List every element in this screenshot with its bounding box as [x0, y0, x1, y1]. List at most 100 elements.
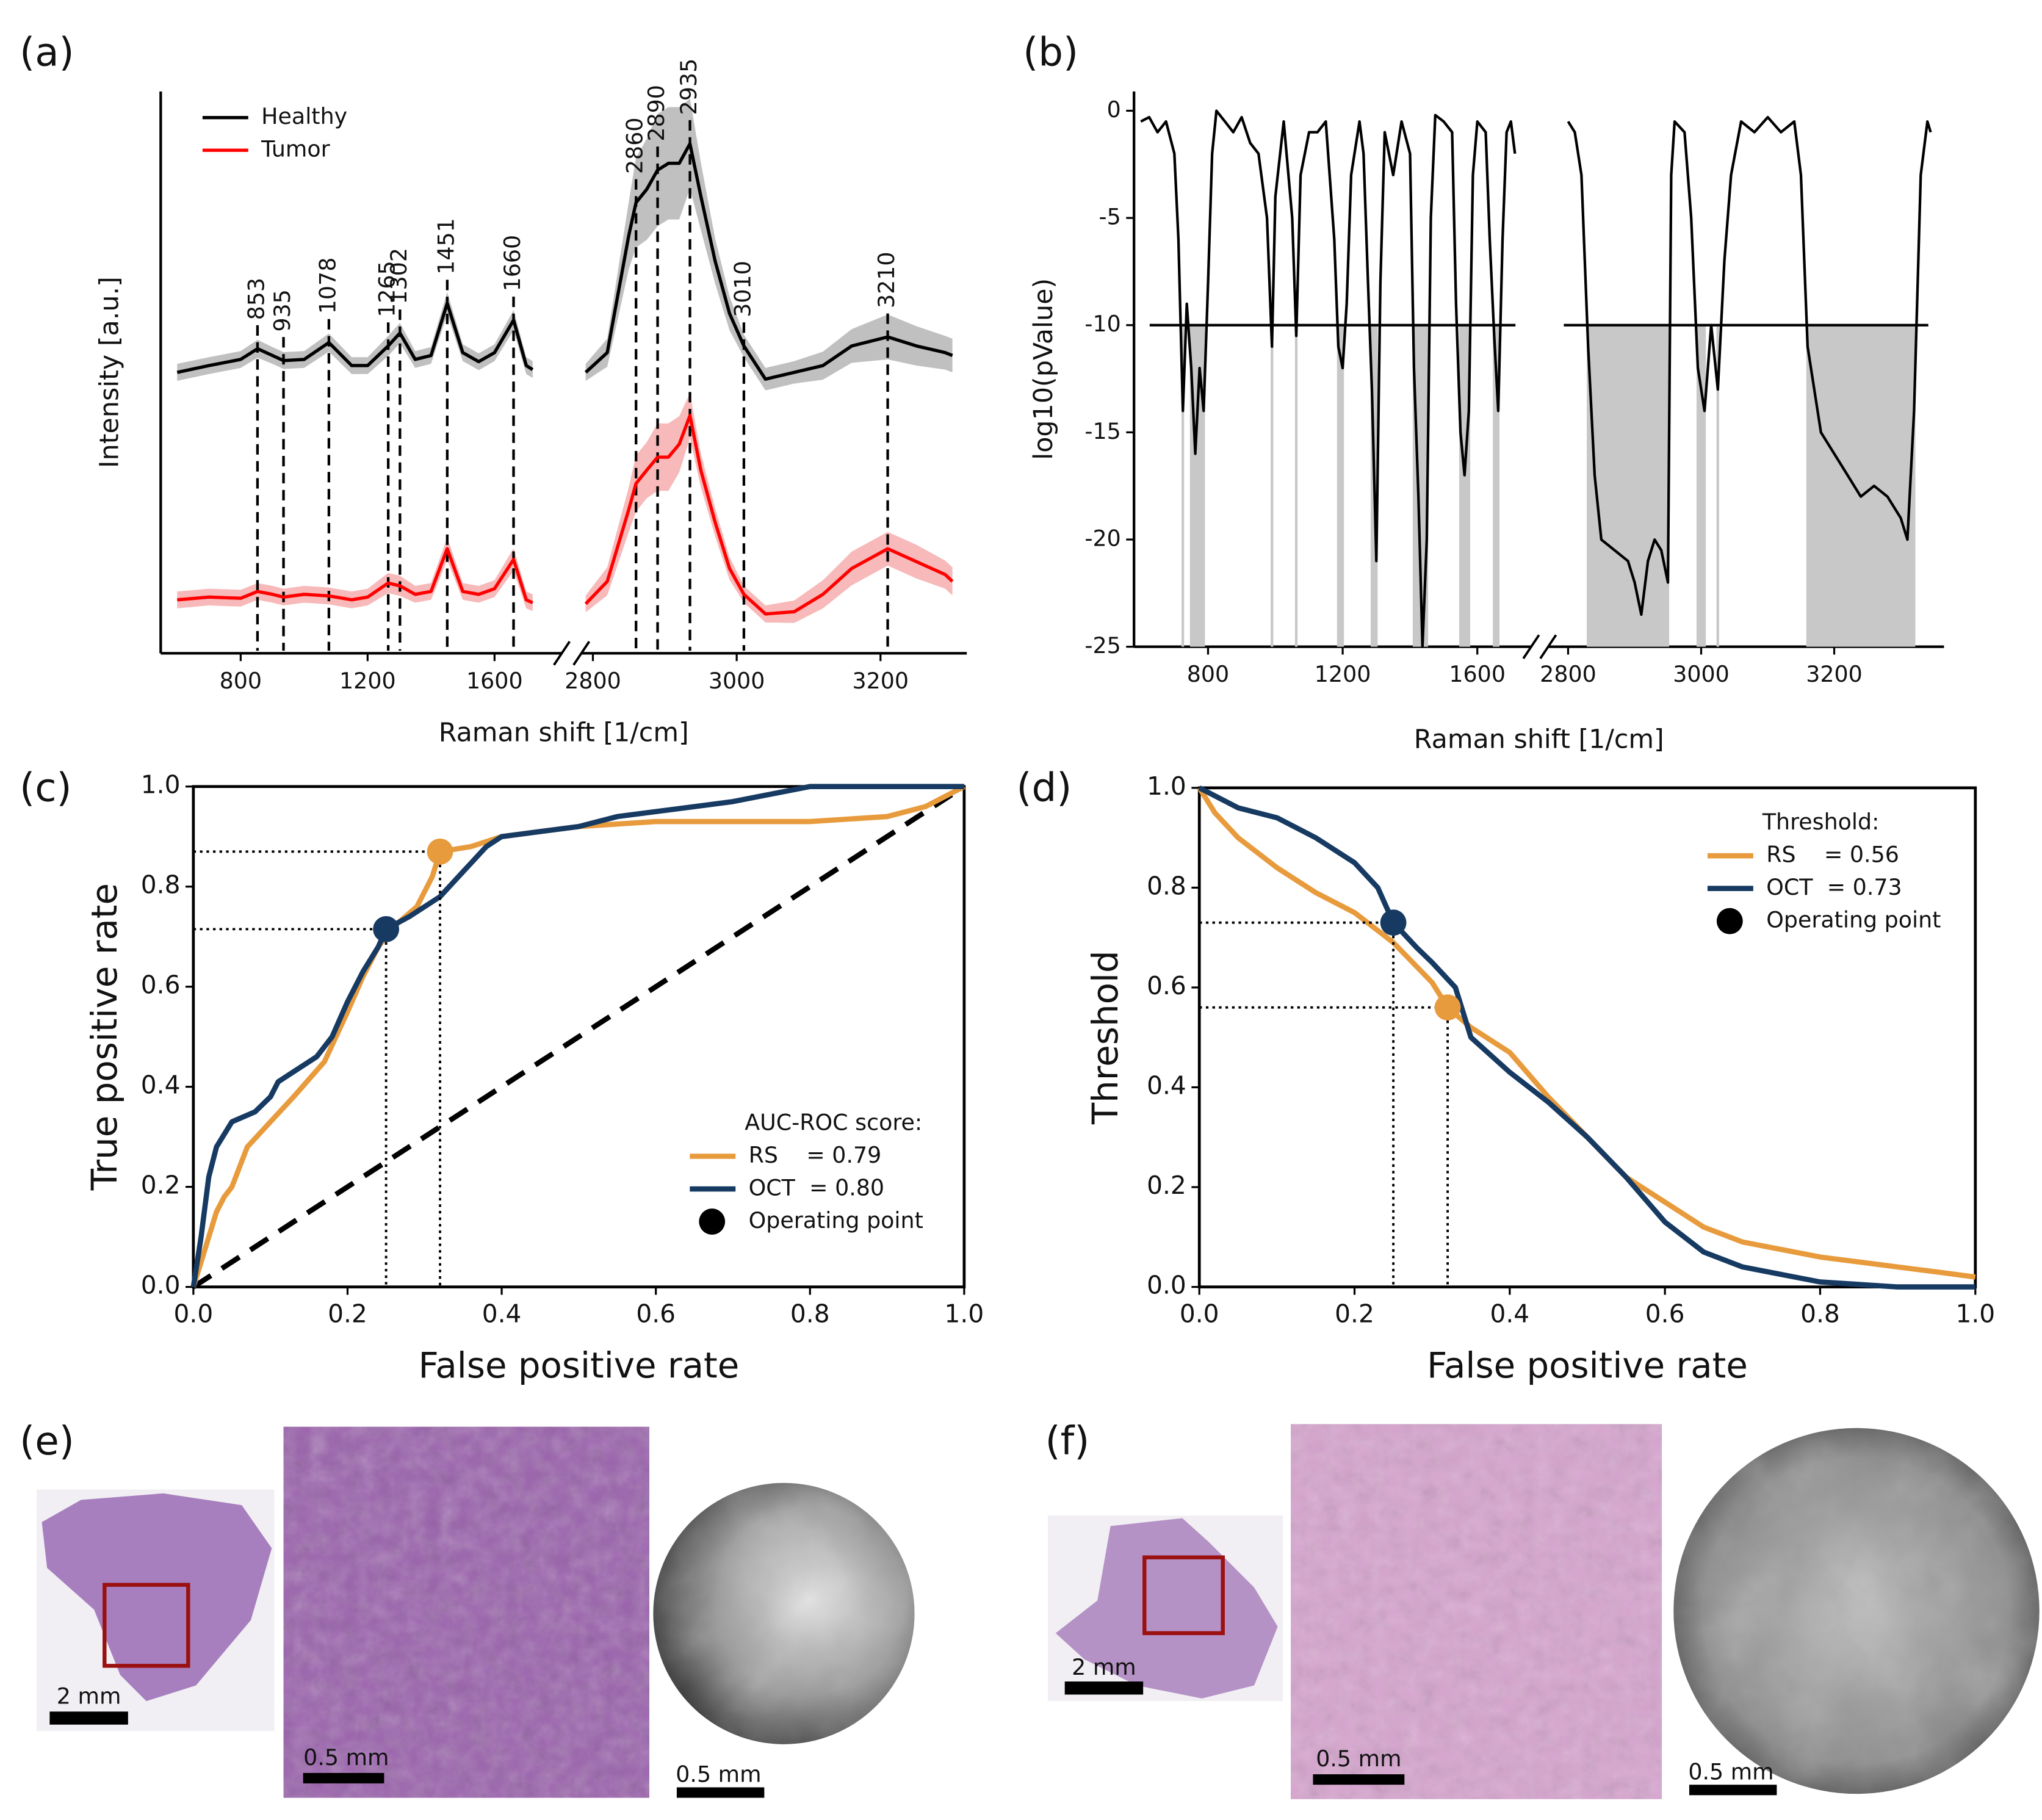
- y-axis-label: Threshold: [1084, 950, 1126, 1125]
- significance-shade: [1587, 325, 1670, 647]
- series-line: [176, 142, 953, 381]
- x-axis-label: Raman shift [1/cm]: [1414, 724, 1664, 754]
- significance-shade: [1181, 325, 1185, 647]
- peak-label: 2935: [676, 59, 702, 115]
- scale-bar: [1313, 1774, 1405, 1785]
- peak-label: 1451: [433, 218, 459, 275]
- x-tick-label: 0.2: [328, 1299, 367, 1329]
- x-tick-label: 1.0: [1955, 1299, 1995, 1329]
- x-tick-label: 0.4: [482, 1299, 522, 1329]
- histology-texture: [1291, 1424, 1662, 1799]
- plot-frame: [1197, 786, 1977, 1288]
- y-tick-label: -5: [1099, 204, 1120, 230]
- significance-shade: [1271, 325, 1274, 647]
- plot-frame: [192, 785, 966, 1288]
- peak-label: 1660: [499, 235, 525, 292]
- panel-f: (f) 2 mm 0.5 mm 0.5 mm: [1045, 1418, 2040, 1799]
- x-tick-label: 1600: [1449, 661, 1506, 687]
- y-tick-label: 0.8: [141, 870, 181, 900]
- legend-marker: [1716, 908, 1743, 934]
- significance-shade: [1493, 325, 1500, 647]
- scale-bar-label: 0.5 mm: [676, 1761, 761, 1788]
- std-band: [585, 393, 953, 623]
- peak-label: 1265: [374, 261, 400, 317]
- scale-bar: [303, 1772, 384, 1784]
- legend-label: RS = 0.56: [1766, 842, 1899, 868]
- axis-break: [1522, 634, 1540, 659]
- y-tick-label: 0.8: [1147, 871, 1186, 900]
- tissue-overview: [41, 1493, 272, 1702]
- x-tick-label: 2800: [1540, 661, 1596, 687]
- legend-title: Threshold:: [1762, 809, 1880, 835]
- x-tick-label: 1200: [339, 668, 396, 694]
- scale-bar-label: 2 mm: [57, 1683, 121, 1709]
- x-tick-label: 0.4: [1490, 1299, 1530, 1329]
- region-box: [103, 1583, 190, 1668]
- peak-label: 2860: [622, 117, 648, 174]
- panel-label: (d): [1017, 765, 1072, 811]
- y-tick-label: -20: [1084, 525, 1120, 552]
- scale-bar: [49, 1711, 128, 1725]
- x-axis-label: False positive rate: [1427, 1345, 1748, 1386]
- peak-label: 935: [269, 289, 295, 331]
- axis-break: [1539, 634, 1557, 659]
- x-tick-label: 0.6: [636, 1299, 676, 1329]
- operating-point: [1380, 909, 1407, 936]
- region-box: [1142, 1555, 1225, 1636]
- x-tick-label: 1600: [466, 668, 523, 694]
- scale-bar: [1689, 1785, 1777, 1796]
- series-line: [177, 414, 954, 616]
- y-tick-label: 0.2: [1147, 1171, 1186, 1200]
- y-tick-label: -25: [1084, 632, 1120, 659]
- legend-label: OCT = 0.73: [1766, 874, 1902, 900]
- axis-break: [553, 641, 571, 666]
- scale-bar: [1064, 1681, 1144, 1695]
- x-tick-label: 800: [1187, 661, 1229, 687]
- x-tick-label: 2800: [565, 668, 621, 694]
- x-axis-label: Raman shift [1/cm]: [439, 718, 689, 748]
- series-line: [1197, 786, 1976, 1280]
- x-tick-label: 0.0: [174, 1299, 214, 1329]
- panel-label: (c): [20, 765, 71, 811]
- significance-shade: [1459, 325, 1471, 647]
- panel-label: (a): [20, 29, 74, 75]
- y-tick-label: -10: [1084, 311, 1120, 337]
- legend-label: Operating point: [1766, 907, 1941, 933]
- operating-point: [427, 838, 453, 865]
- x-tick-label: 3200: [1806, 661, 1863, 687]
- legend-label: Tumor: [261, 136, 330, 162]
- peak-label: 1302: [386, 248, 412, 305]
- x-tick-label: 3000: [1673, 661, 1730, 687]
- std-band: [177, 292, 533, 381]
- peak-label: 3010: [729, 261, 756, 317]
- panel-label: (b): [1023, 29, 1078, 75]
- y-tick-label: 0.2: [141, 1171, 181, 1200]
- x-tick-label: 0.2: [1335, 1299, 1374, 1329]
- series-line: [190, 784, 964, 1288]
- std-band: [585, 98, 953, 391]
- peak-label: 1078: [314, 258, 341, 314]
- legend-label: Healthy: [261, 103, 347, 129]
- significance-shade: [1337, 325, 1344, 647]
- scale-bar: [676, 1787, 765, 1798]
- x-axis-label: False positive rate: [418, 1345, 739, 1386]
- histology-texture: [283, 1426, 649, 1798]
- significance-shade: [1716, 325, 1719, 647]
- y-tick-label: 0.0: [141, 1271, 181, 1300]
- peak-label: 3210: [873, 251, 900, 308]
- y-tick-label: 0.4: [1147, 1071, 1186, 1100]
- x-tick-label: 0.0: [1180, 1299, 1219, 1329]
- oct-texture: [1673, 1428, 2040, 1794]
- significance-shade: [1294, 325, 1298, 647]
- scale-bar-label: 0.5 mm: [1688, 1758, 1773, 1785]
- x-tick-label: 0.6: [1645, 1299, 1685, 1329]
- panel-label: (e): [20, 1418, 74, 1464]
- panel-e: (e) 2 mm 0.5 mm 0.5 mm: [20, 1418, 915, 1798]
- y-tick-label: 0.6: [1147, 971, 1186, 1000]
- x-tick-label: 3200: [852, 668, 909, 694]
- y-axis-label: Intensity [a.u.]: [94, 276, 124, 468]
- x-tick-label: 1200: [1315, 661, 1371, 687]
- x-tick-label: 800: [220, 668, 262, 694]
- legend-label: OCT = 0.80: [749, 1175, 884, 1201]
